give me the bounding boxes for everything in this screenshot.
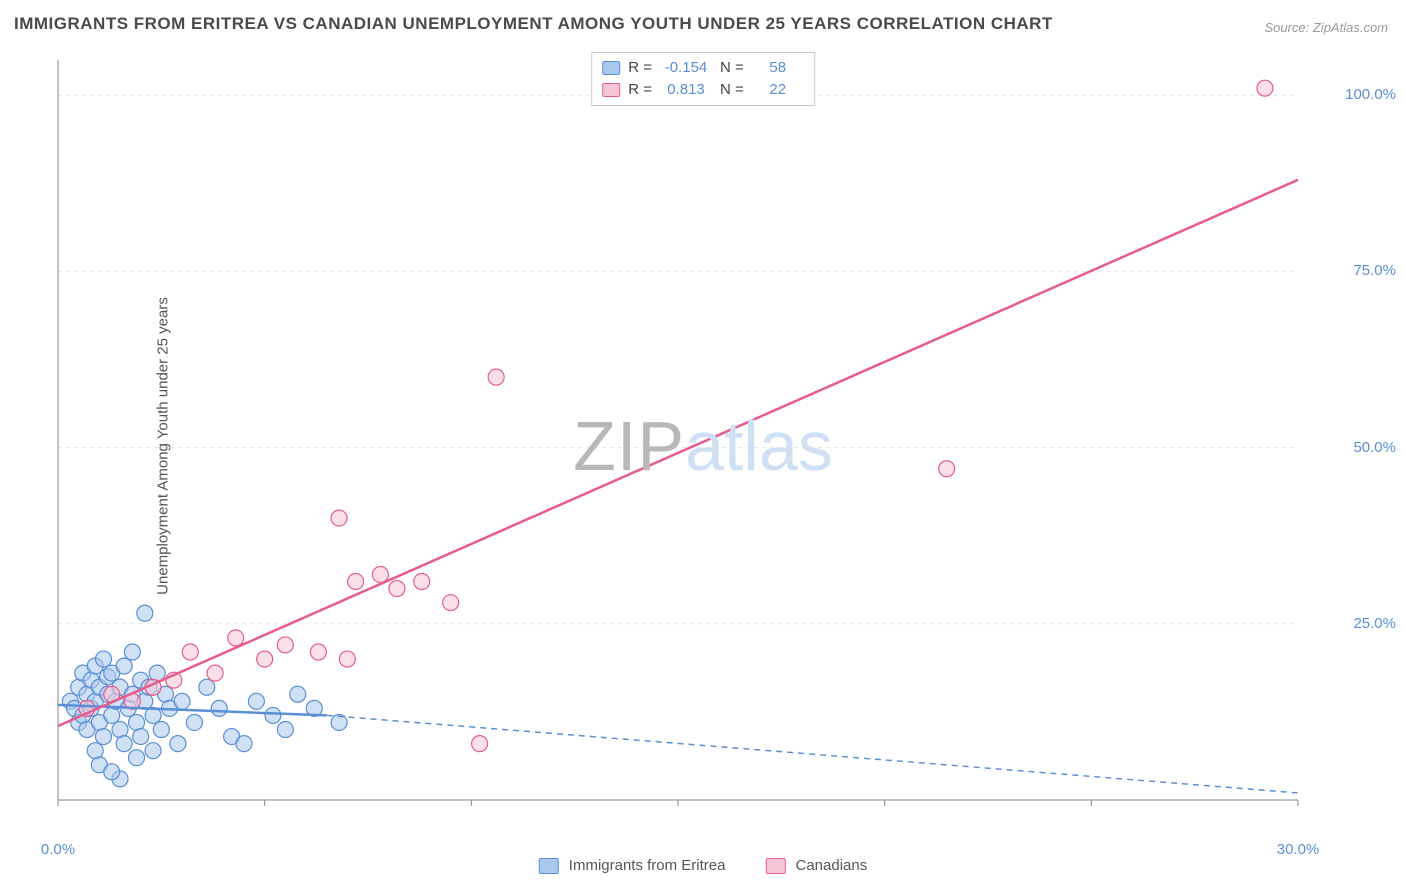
legend-row-series-0: R = -0.154 N = 58: [602, 57, 804, 79]
legend-n-value-0: 58: [752, 57, 804, 79]
series-legend: Immigrants from Eritrea Canadians: [539, 857, 867, 874]
legend-r-value-1: 0.813: [660, 79, 712, 101]
x-tick-label: 30.0%: [1277, 841, 1320, 858]
x-tick-label: 0.0%: [41, 841, 75, 858]
legend-swatch-icon: [539, 858, 559, 874]
legend-item-0: Immigrants from Eritrea: [539, 857, 726, 874]
legend-r-label: R =: [628, 57, 652, 79]
y-tick-label: 25.0%: [1353, 615, 1396, 632]
y-tick-label: 50.0%: [1353, 439, 1396, 456]
source-attribution: Source: ZipAtlas.com: [1264, 20, 1388, 35]
legend-r-value-0: -0.154: [660, 57, 712, 79]
legend-item-1: Canadians: [765, 857, 867, 874]
legend-n-label: N =: [720, 57, 744, 79]
correlation-legend: R = -0.154 N = 58 R = 0.813 N = 22: [591, 52, 815, 106]
legend-swatch-0: [602, 61, 620, 75]
legend-item-label: Immigrants from Eritrea: [569, 857, 726, 874]
legend-row-series-1: R = 0.813 N = 22: [602, 79, 804, 101]
legend-r-label: R =: [628, 79, 652, 101]
legend-n-value-1: 22: [752, 79, 804, 101]
legend-item-label: Canadians: [795, 857, 867, 874]
plot-svg: [48, 50, 1328, 830]
legend-swatch-1: [602, 83, 620, 97]
y-tick-label: 100.0%: [1345, 86, 1396, 103]
legend-swatch-icon: [765, 858, 785, 874]
scatter-plot: 25.0%50.0%75.0%100.0%0.0%30.0%: [48, 50, 1328, 830]
legend-n-label: N =: [720, 79, 744, 101]
y-tick-label: 75.0%: [1353, 262, 1396, 279]
chart-title: IMMIGRANTS FROM ERITREA VS CANADIAN UNEM…: [14, 14, 1053, 34]
